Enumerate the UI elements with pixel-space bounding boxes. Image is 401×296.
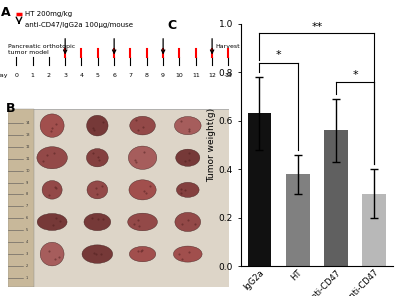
Text: Harvest: Harvest [215, 44, 240, 49]
Text: *: * [276, 50, 282, 60]
Text: 8: 8 [145, 73, 149, 78]
Text: 1: 1 [30, 73, 34, 78]
Text: 6: 6 [112, 73, 116, 78]
Text: 7: 7 [128, 73, 132, 78]
Text: 2: 2 [47, 73, 51, 78]
Text: Pancreatic orthotopic
tumor model: Pancreatic orthotopic tumor model [8, 44, 75, 54]
Ellipse shape [130, 116, 155, 135]
Text: *: * [352, 70, 358, 80]
Text: 13: 13 [26, 133, 30, 137]
Ellipse shape [87, 149, 108, 167]
Bar [8, 109, 34, 287]
Text: 4: 4 [79, 73, 83, 78]
Ellipse shape [82, 245, 113, 263]
Text: 3: 3 [26, 252, 28, 256]
Ellipse shape [128, 213, 158, 231]
Text: 1: 1 [26, 276, 28, 280]
Bar [247, 113, 271, 266]
Bar [286, 174, 310, 266]
Ellipse shape [174, 117, 201, 135]
Ellipse shape [130, 246, 156, 262]
Text: 11: 11 [26, 157, 30, 161]
Text: HT 200mg/kg: HT 200mg/kg [25, 11, 72, 17]
Text: C: C [168, 19, 176, 32]
Text: 3: 3 [63, 73, 67, 78]
Bar [363, 194, 386, 266]
Ellipse shape [37, 213, 67, 231]
Text: 9: 9 [26, 181, 28, 184]
Ellipse shape [128, 146, 157, 169]
Text: Day: Day [0, 73, 8, 78]
Text: 6: 6 [26, 216, 28, 220]
Ellipse shape [37, 147, 67, 169]
Ellipse shape [176, 149, 200, 166]
Text: 10: 10 [176, 73, 183, 78]
Ellipse shape [174, 246, 202, 262]
Text: 9: 9 [161, 73, 165, 78]
Text: anti-CD47/IgG2a 100μg/mouse: anti-CD47/IgG2a 100μg/mouse [25, 22, 133, 28]
Text: 5: 5 [96, 73, 100, 78]
Text: 13: 13 [225, 73, 232, 78]
Ellipse shape [87, 115, 108, 136]
Ellipse shape [87, 181, 108, 199]
Text: 11: 11 [192, 73, 200, 78]
Ellipse shape [176, 182, 199, 197]
Ellipse shape [40, 242, 64, 266]
Text: 12: 12 [26, 145, 30, 149]
Bar [324, 131, 348, 266]
Ellipse shape [40, 114, 64, 137]
Ellipse shape [42, 181, 62, 199]
Text: 10: 10 [26, 169, 30, 173]
Ellipse shape [129, 180, 156, 200]
Text: **: ** [311, 22, 322, 32]
Y-axis label: Tumor weight(g): Tumor weight(g) [207, 108, 216, 182]
Text: 12: 12 [208, 73, 216, 78]
Text: 0: 0 [14, 73, 18, 78]
Ellipse shape [175, 213, 200, 231]
Text: 14: 14 [26, 121, 30, 125]
Text: A: A [1, 6, 11, 19]
Text: 2: 2 [26, 264, 28, 268]
Text: 5: 5 [26, 228, 28, 232]
Text: 4: 4 [26, 240, 28, 244]
Text: B: B [6, 102, 15, 115]
Text: 7: 7 [26, 204, 28, 208]
Ellipse shape [84, 213, 111, 231]
Text: 8: 8 [26, 192, 28, 197]
